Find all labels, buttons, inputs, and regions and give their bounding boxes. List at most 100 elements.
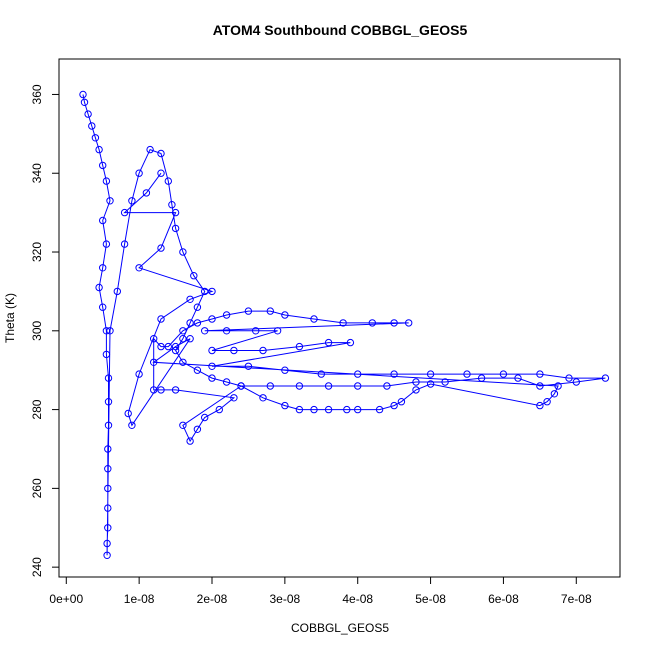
data-point (499, 370, 508, 378)
y-tick-label: 260 (30, 478, 44, 498)
data-point (339, 319, 347, 327)
data-point (157, 244, 165, 252)
data-point (186, 437, 194, 445)
y-tick-label: 340 (30, 163, 44, 183)
y-tick-label: 360 (30, 84, 44, 104)
y-tick-label: 320 (30, 242, 44, 262)
data-point (99, 264, 107, 272)
data-point (252, 327, 260, 335)
data-point (244, 307, 253, 315)
data-point (201, 287, 209, 296)
y-tick-label: 300 (30, 320, 44, 340)
data-point (104, 524, 112, 532)
data-point (79, 90, 87, 99)
data-point (208, 346, 216, 355)
data-point (536, 401, 544, 410)
data-point (244, 362, 253, 370)
data-point (368, 319, 376, 327)
data-point (106, 197, 114, 205)
data-point (514, 374, 522, 382)
data-point (354, 382, 362, 390)
data-point (102, 350, 111, 359)
data-point (281, 366, 289, 374)
data-point (565, 374, 573, 382)
data-point (572, 378, 580, 386)
data-point (128, 197, 136, 205)
data-point (477, 374, 486, 382)
data-point (295, 405, 304, 414)
data-point (310, 405, 318, 414)
data-point (536, 382, 544, 390)
data-point (104, 398, 113, 406)
data-point (266, 382, 274, 390)
data-point (222, 311, 231, 319)
data-point (193, 425, 202, 433)
x-axis-label: COBBGL_GEOS5 (291, 621, 389, 635)
x-tick-label: 5e-08 (415, 592, 446, 606)
data-point (171, 346, 180, 355)
data-point (106, 327, 114, 335)
data-point (230, 394, 238, 402)
data-point (193, 319, 202, 327)
data-point (426, 370, 435, 378)
data-point (104, 504, 112, 512)
data-point (405, 319, 413, 327)
data-point (146, 145, 154, 154)
data-point (237, 382, 245, 390)
data-point (104, 445, 112, 453)
data-point (99, 216, 107, 225)
data-point (104, 374, 113, 382)
data-point (201, 413, 209, 422)
data-point (150, 386, 158, 394)
data-point (295, 382, 304, 390)
data-point (99, 161, 107, 170)
data-point (208, 374, 216, 382)
data-point (99, 303, 107, 311)
data-point (281, 311, 289, 319)
data-point (95, 283, 103, 292)
data-point (164, 177, 173, 185)
data-point (390, 319, 398, 327)
x-tick-label: 1e-08 (124, 592, 155, 606)
x-tick-label: 2e-08 (197, 592, 228, 606)
data-point (104, 465, 112, 473)
data-point (171, 386, 180, 394)
data-point (354, 370, 362, 378)
data-point (186, 295, 194, 303)
data-point (157, 342, 165, 351)
data-point (164, 342, 173, 351)
data-point (208, 315, 216, 323)
data-point (426, 380, 435, 388)
data-point (463, 370, 471, 378)
data-point (550, 390, 559, 398)
data-point (193, 366, 202, 374)
x-axis: 0e+00 1e-08 2e-08 3e-08 4e-08 5e-08 6e-08 7e-08 (49, 576, 592, 606)
data-point (179, 421, 187, 429)
data-point (120, 208, 129, 217)
data-point (390, 401, 398, 410)
x-tick-label: 6e-08 (488, 592, 519, 606)
data-point (171, 224, 180, 233)
data-point (95, 145, 103, 154)
data-point (390, 370, 398, 378)
data-point (84, 110, 92, 118)
data-point (601, 374, 610, 382)
data-point (171, 208, 180, 217)
data-point (150, 358, 158, 366)
data-point (104, 484, 112, 493)
x-tick-label: 7e-08 (561, 592, 592, 606)
data-point (266, 307, 274, 315)
data-point (186, 335, 194, 343)
x-tick-label: 3e-08 (270, 592, 301, 606)
data-point (157, 149, 165, 158)
y-tick-label: 280 (30, 399, 44, 419)
data-point (273, 327, 282, 335)
data-point (168, 201, 176, 209)
data-point (190, 272, 198, 280)
data-point (259, 346, 267, 355)
data-point (113, 287, 122, 296)
data-point (201, 327, 209, 335)
data-point (102, 327, 111, 335)
data-point (104, 421, 113, 429)
